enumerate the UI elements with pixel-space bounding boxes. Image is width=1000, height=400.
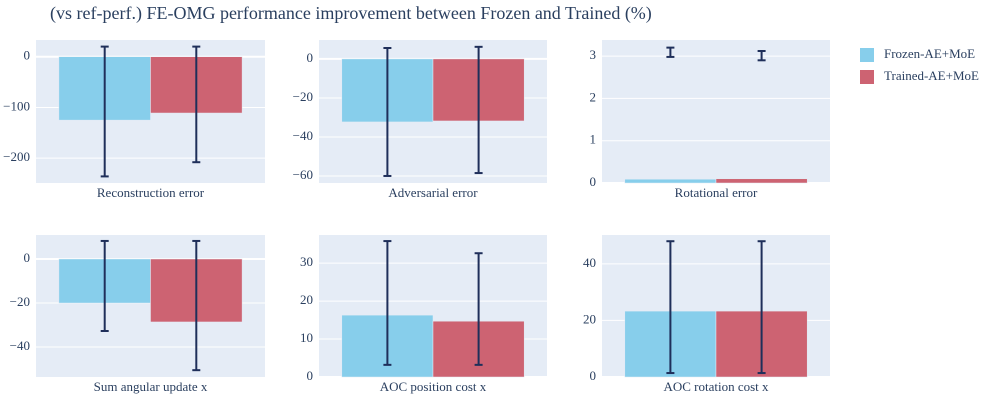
x-tick-label: Reconstruction error	[97, 185, 205, 200]
legend-label: Frozen-AE+MoE	[884, 46, 975, 61]
plot-background	[602, 40, 830, 183]
legend-swatch	[860, 70, 874, 84]
y-tick-label: −20	[10, 294, 30, 309]
y-tick-label: 20	[583, 311, 596, 326]
y-tick-label: 0	[590, 368, 597, 383]
legend-swatch	[860, 48, 874, 62]
error-bar	[474, 45, 483, 175]
error-bar	[100, 45, 109, 178]
y-tick-label: 10	[300, 330, 313, 345]
x-tick-label: AOC rotation cost x	[663, 379, 769, 394]
legend-label: Trained-AE+MoE	[884, 68, 979, 83]
y-tick-label: −100	[3, 98, 30, 113]
y-tick-label: 30	[300, 254, 313, 269]
y-tick-label: 2	[590, 89, 597, 104]
error-bar	[383, 240, 392, 366]
bar: Trained-AE+MoE	[715, 178, 808, 184]
y-tick-label: −20	[293, 89, 313, 104]
y-tick-label: −200	[3, 149, 30, 164]
y-tick-label: 1	[590, 132, 597, 147]
y-tick-label: −60	[293, 167, 313, 182]
y-tick-label: −40	[10, 338, 30, 353]
y-tick-label: 0	[307, 368, 314, 383]
y-tick-label: 0	[24, 48, 31, 63]
error-bar	[757, 240, 766, 375]
x-tick-label: Sum angular update x	[94, 379, 208, 394]
x-tick-label: AOC position cost x	[380, 379, 487, 394]
error-bar	[474, 252, 483, 366]
y-tick-label: 20	[300, 292, 313, 307]
y-tick-label: −40	[293, 128, 313, 143]
error-bar	[100, 239, 109, 332]
error-bar	[666, 46, 675, 58]
x-tick-label: Rotational error	[675, 185, 758, 200]
bar: Frozen-AE+MoE	[624, 178, 717, 184]
y-tick-label: 40	[583, 255, 596, 270]
error-bar	[192, 239, 201, 372]
error-bar	[666, 240, 675, 375]
y-tick-label: 0	[24, 250, 31, 265]
x-tick-label: Adversarial error	[388, 185, 478, 200]
error-bar	[757, 50, 766, 62]
error-bar	[192, 45, 201, 164]
chart-title: (vs ref-perf.) FE-OMG performance improv…	[50, 3, 652, 24]
y-tick-label: 3	[590, 47, 597, 62]
error-bar	[383, 46, 392, 177]
y-tick-label: 0	[307, 50, 314, 65]
y-tick-label: 0	[590, 174, 597, 189]
